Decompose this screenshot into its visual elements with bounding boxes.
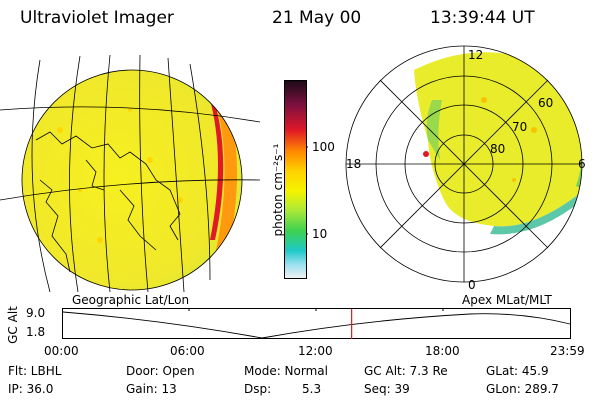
timeline-tick-2359: 23:59	[550, 344, 585, 358]
polar-plot	[345, 45, 583, 283]
geographic-image	[0, 54, 260, 292]
image-date: 21 May 00	[272, 8, 362, 28]
apex-caption: Apex MLat/MLT	[462, 293, 552, 307]
mlt-18-label: 18	[346, 157, 362, 171]
timeline-tick-0000: 00:00	[44, 344, 79, 358]
gain-info: Gain: 13	[126, 382, 177, 396]
filter-info: Flt: LBHL	[8, 364, 62, 378]
door-info: Door: Open	[126, 364, 195, 378]
mode-info: Mode: Normal	[244, 364, 328, 378]
timeline-ymin: 1.8	[26, 325, 46, 339]
sequence-info: Seq: 39	[364, 382, 410, 396]
ip-info: IP: 36.0	[8, 382, 54, 396]
timeline-tick-0600: 06:00	[170, 344, 205, 358]
image-time: 13:39:44 UT	[430, 8, 535, 28]
mlt-0-label: 0	[468, 278, 476, 292]
altitude-curve	[62, 311, 571, 339]
altitude-timeline	[62, 308, 571, 339]
colorbar	[284, 80, 308, 279]
geographic-caption: Geographic Lat/Lon	[72, 293, 190, 307]
instrument-title: Ultraviolet Imager	[20, 8, 174, 28]
colorbar-tick-10: 10	[312, 227, 328, 241]
lat-60-label: 60	[538, 96, 554, 110]
colorbar-tick-100: 100	[312, 140, 335, 154]
timeline-ylabel: GC Alt	[5, 306, 20, 344]
dsp-label: Dsp:	[244, 382, 272, 396]
colorbar-unit-label: photon cm⁻²s⁻¹	[271, 143, 285, 237]
lat-70-label: 70	[512, 120, 528, 134]
glon-info: GLon: 289.7	[486, 382, 559, 396]
mlt-6-label: 6	[578, 157, 586, 171]
timeline-tick-1200: 12:00	[298, 344, 333, 358]
timeline-ymax: 9.0	[26, 306, 46, 320]
mlt-12-label: 12	[468, 48, 484, 62]
glat-info: GLat: 45.9	[486, 364, 549, 378]
gc-alt-info: GC Alt: 7.3 Re	[364, 364, 448, 378]
timeline-tick-1800: 18:00	[425, 344, 460, 358]
lat-80-label: 80	[490, 142, 506, 156]
dsp-value: 5.3	[302, 382, 322, 396]
